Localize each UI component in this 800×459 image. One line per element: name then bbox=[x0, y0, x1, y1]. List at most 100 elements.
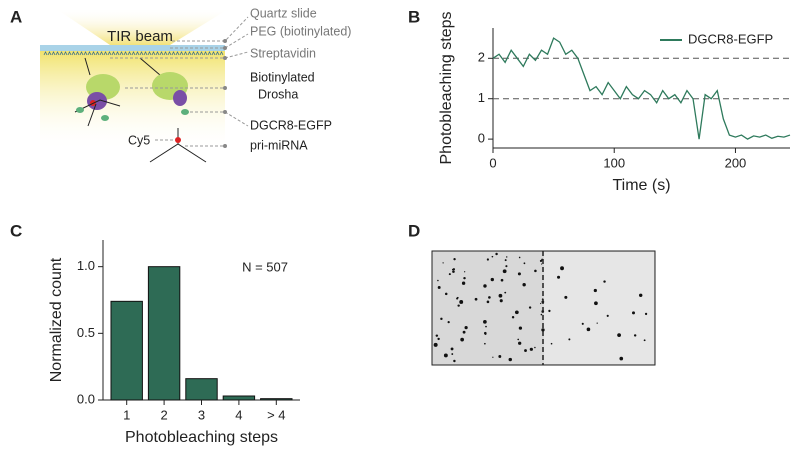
spot bbox=[617, 333, 621, 337]
streptavidin bbox=[175, 51, 180, 56]
spot bbox=[447, 320, 450, 324]
y-tick-label: 0 bbox=[478, 131, 485, 146]
spot bbox=[518, 341, 522, 345]
spot bbox=[437, 285, 441, 289]
spot bbox=[463, 276, 466, 280]
streptavidin bbox=[99, 51, 104, 56]
spot bbox=[596, 322, 598, 324]
spot bbox=[453, 257, 456, 261]
spot bbox=[451, 348, 453, 350]
spot bbox=[498, 355, 502, 358]
spot bbox=[560, 266, 564, 271]
streptavidin bbox=[203, 51, 208, 56]
callout: PEG (biotinylated) bbox=[250, 24, 351, 38]
streptavidin bbox=[67, 51, 72, 56]
spot bbox=[433, 342, 438, 347]
streptavidin bbox=[87, 51, 92, 56]
spot bbox=[514, 310, 519, 315]
spot bbox=[528, 306, 532, 309]
streptavidin bbox=[91, 51, 96, 56]
streptavidin bbox=[95, 51, 100, 56]
spot bbox=[464, 326, 468, 330]
x-axis-label: Photobleaching steps bbox=[125, 429, 278, 446]
streptavidin bbox=[51, 51, 56, 56]
callout: Biotinylated bbox=[250, 70, 315, 84]
spot bbox=[524, 349, 527, 352]
diagram: A TIR beam Quartz slide PEG (biotinylate… bbox=[10, 6, 351, 163]
streptavidin bbox=[59, 51, 64, 56]
y-tick-label: 1.0 bbox=[77, 258, 95, 273]
streptavidin bbox=[119, 51, 124, 56]
spot bbox=[484, 331, 487, 335]
spot bbox=[495, 252, 498, 256]
panel-label: D bbox=[408, 221, 420, 240]
spot bbox=[586, 327, 591, 332]
spot bbox=[540, 313, 543, 316]
panel-label: A bbox=[10, 7, 22, 26]
y-tick-label: 0.0 bbox=[77, 391, 95, 406]
surface bbox=[43, 51, 224, 56]
streptavidin bbox=[199, 51, 204, 56]
streptavidin bbox=[171, 51, 176, 56]
spot bbox=[540, 302, 542, 305]
legend-label: DGCR8-EGFP bbox=[688, 31, 773, 46]
spot bbox=[456, 297, 459, 300]
spot bbox=[505, 265, 508, 268]
streptavidin bbox=[191, 51, 196, 56]
spot bbox=[506, 256, 508, 258]
spot bbox=[453, 359, 456, 363]
spot bbox=[557, 275, 561, 279]
spot bbox=[460, 337, 465, 342]
spot bbox=[484, 342, 486, 345]
spot bbox=[457, 304, 460, 307]
streptavidin bbox=[159, 51, 164, 56]
spot bbox=[504, 259, 507, 262]
streptavidin bbox=[71, 51, 76, 56]
y-axis-label: Photobleaching steps bbox=[438, 12, 455, 165]
spot bbox=[486, 300, 490, 304]
spot bbox=[483, 319, 487, 324]
spot bbox=[474, 297, 478, 301]
x-tick-label: 200 bbox=[725, 155, 747, 170]
streptavidin bbox=[79, 51, 84, 56]
streptavidin bbox=[127, 51, 132, 56]
y-tick-label: 0.5 bbox=[77, 325, 95, 340]
streptavidin bbox=[147, 51, 152, 56]
x-axis-label: Time (s) bbox=[612, 177, 670, 194]
spot bbox=[459, 300, 464, 304]
streptavidin bbox=[219, 51, 224, 56]
spot bbox=[606, 314, 609, 317]
spot bbox=[443, 353, 448, 358]
bar bbox=[260, 398, 293, 401]
beam bbox=[55, 8, 230, 45]
callout: Streptavidin bbox=[250, 46, 316, 60]
spot bbox=[523, 262, 526, 265]
streptavidin bbox=[167, 51, 172, 56]
streptavidin bbox=[107, 51, 112, 56]
spot bbox=[486, 258, 489, 261]
charts: 0 1 2 Time (s) Photobleaching steps 0 100 200 DG… bbox=[48, 12, 791, 446]
micrograph bbox=[431, 250, 656, 366]
spot bbox=[541, 263, 543, 265]
slide bbox=[40, 45, 225, 51]
spot bbox=[511, 316, 515, 319]
spot bbox=[638, 293, 643, 298]
callout: DGCR8-EGFP bbox=[250, 118, 332, 132]
spot bbox=[462, 330, 466, 334]
streptavidin bbox=[195, 51, 200, 56]
spot bbox=[633, 334, 637, 337]
spot bbox=[593, 288, 597, 293]
spot bbox=[502, 269, 507, 274]
bar bbox=[110, 300, 143, 401]
spot bbox=[518, 326, 523, 330]
spot bbox=[632, 311, 635, 315]
spot bbox=[437, 279, 439, 282]
spot bbox=[451, 353, 454, 355]
spot bbox=[448, 273, 451, 276]
spot bbox=[541, 328, 545, 332]
evanescent-field bbox=[40, 51, 225, 151]
complex bbox=[74, 57, 207, 163]
spot bbox=[435, 334, 439, 337]
y-tick-label: 1 bbox=[478, 90, 485, 105]
